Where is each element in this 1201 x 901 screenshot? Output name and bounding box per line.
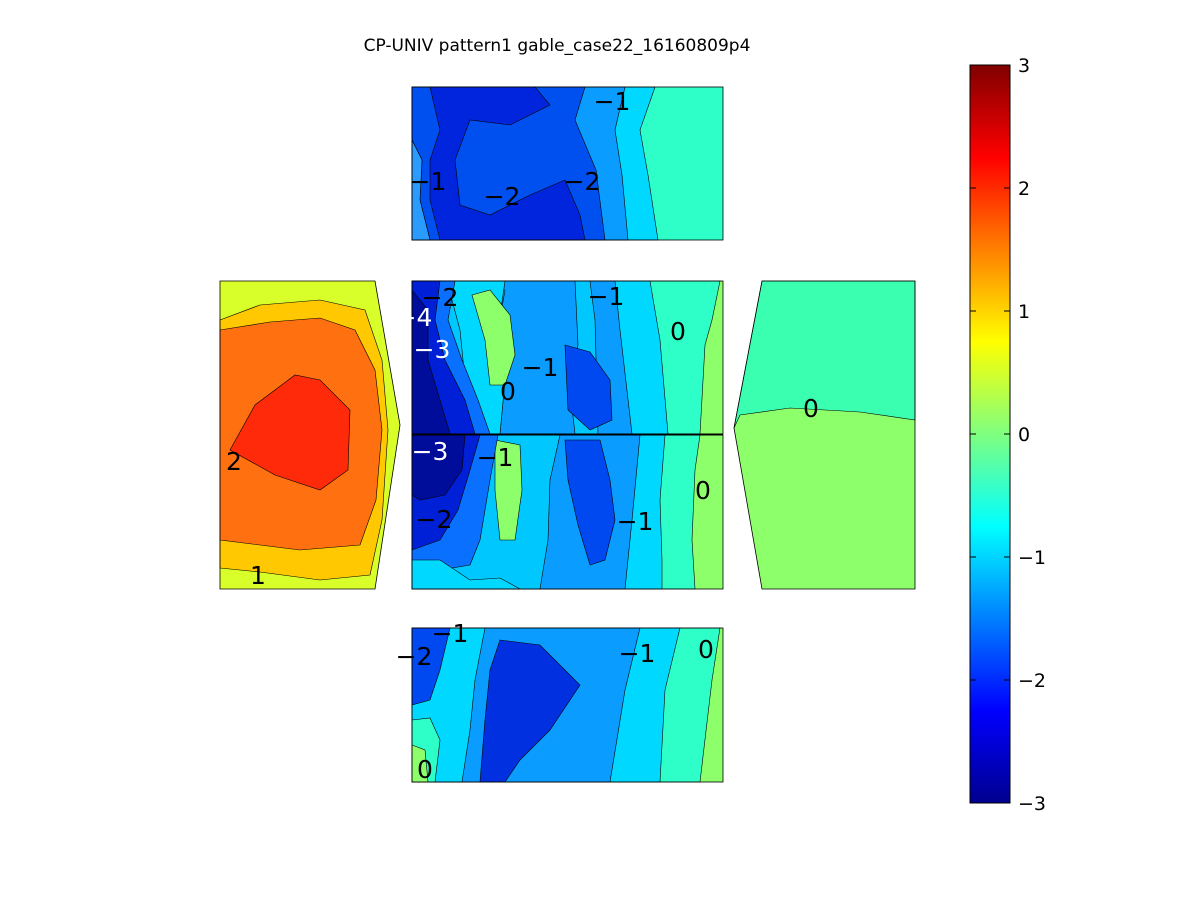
- contour-label: −2: [564, 167, 601, 196]
- region-fill: [429, 86, 586, 241]
- region-fill: [564, 344, 613, 431]
- region-fill: [229, 374, 351, 491]
- contour-label: −1: [588, 282, 625, 311]
- panel-right: [733, 280, 916, 590]
- contour-label: 0: [803, 394, 819, 423]
- region-fill: [479, 639, 581, 783]
- contour-label: −1: [432, 619, 469, 648]
- contour-label: −3: [414, 335, 451, 364]
- contour-label: 2: [226, 447, 242, 476]
- contour-label: 1: [250, 561, 266, 590]
- colorbar-ticks: 3 2 1 0 −1 −2 −3: [970, 55, 1046, 815]
- panel-bottom: [411, 627, 724, 783]
- panel-border: [219, 280, 401, 590]
- contour-label: −4: [396, 303, 433, 332]
- panel-left: [219, 280, 401, 590]
- contour-label: −1: [617, 507, 654, 536]
- region-fill: [564, 439, 616, 566]
- colorbar-tick-label: −1: [1018, 547, 1046, 569]
- contour-label: 0: [698, 635, 714, 664]
- contour-label: −2: [416, 505, 453, 534]
- chart-title: CP-UNIV pattern1 gable_case22_16160809p4: [364, 36, 751, 56]
- contour-label: 0: [500, 377, 516, 406]
- contour-label: −1: [410, 167, 447, 196]
- panel-center-upper: [411, 280, 724, 435]
- contour-label: 0: [417, 755, 433, 784]
- contour-label: −1: [477, 443, 514, 472]
- panel-border: [411, 86, 724, 241]
- contour-label: −1: [619, 639, 656, 668]
- colorbar: 3 2 1 0 −1 −2 −3: [969, 55, 1046, 815]
- region-fill: [471, 289, 516, 386]
- region-fill: [494, 439, 523, 541]
- contour-label: −1: [594, 87, 631, 116]
- contour-label: −2: [484, 182, 521, 211]
- contour-label: −2: [396, 642, 433, 671]
- colorbar-tick-label: 3: [1018, 55, 1030, 77]
- panel-top: [411, 86, 724, 241]
- colorbar-tick-label: 0: [1018, 424, 1030, 446]
- colorbar-gradient: [970, 65, 1010, 803]
- contour-labels: −1 −1 −2 −2 2 1 −2 −4 −3 −1 0 −1 0 −3 −1…: [226, 87, 819, 784]
- panel-border: [411, 627, 724, 783]
- panel-center-lower: [411, 434, 724, 590]
- colorbar-tick-label: −3: [1018, 793, 1046, 815]
- contour-label: 0: [695, 476, 711, 505]
- contour-label: 0: [670, 317, 686, 346]
- colorbar-tick-label: 1: [1018, 301, 1030, 323]
- colorbar-tick-label: 2: [1018, 178, 1030, 200]
- contour-label: −1: [522, 353, 559, 382]
- panel-border: [733, 280, 916, 590]
- contour-label: −2: [422, 283, 459, 312]
- colorbar-tick-label: −2: [1018, 670, 1046, 692]
- region-fill: [733, 280, 916, 429]
- contour-label: −3: [412, 437, 449, 466]
